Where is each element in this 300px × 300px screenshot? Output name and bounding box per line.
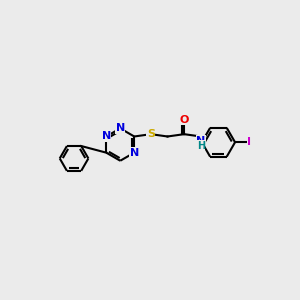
Text: N: N xyxy=(102,131,111,142)
Text: H: H xyxy=(197,141,205,151)
Text: I: I xyxy=(247,137,251,147)
Text: O: O xyxy=(179,115,189,125)
Text: N: N xyxy=(130,148,139,158)
Text: N: N xyxy=(116,123,125,134)
Text: S: S xyxy=(147,129,155,139)
Text: N: N xyxy=(196,136,206,146)
